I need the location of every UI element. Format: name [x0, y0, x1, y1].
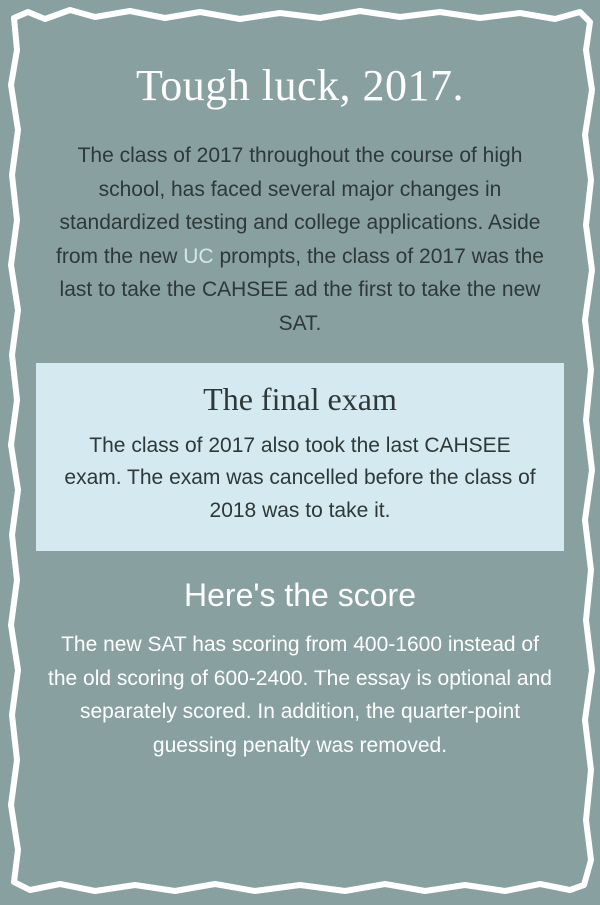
final-exam-body: The class of 2017 also took the last CAH… [58, 430, 542, 528]
uc-link[interactable]: UC [183, 245, 213, 268]
final-exam-heading: The final exam [58, 381, 542, 418]
final-exam-panel: The final exam The class of 2017 also to… [36, 363, 564, 552]
intro-paragraph: The class of 2017 throughout the course … [44, 139, 556, 341]
main-title: Tough luck, 2017. [40, 60, 560, 111]
score-body: The new SAT has scoring from 400-1600 in… [46, 628, 554, 762]
score-heading: Here's the score [40, 577, 560, 614]
content-container: Tough luck, 2017. The class of 2017 thro… [40, 60, 560, 860]
